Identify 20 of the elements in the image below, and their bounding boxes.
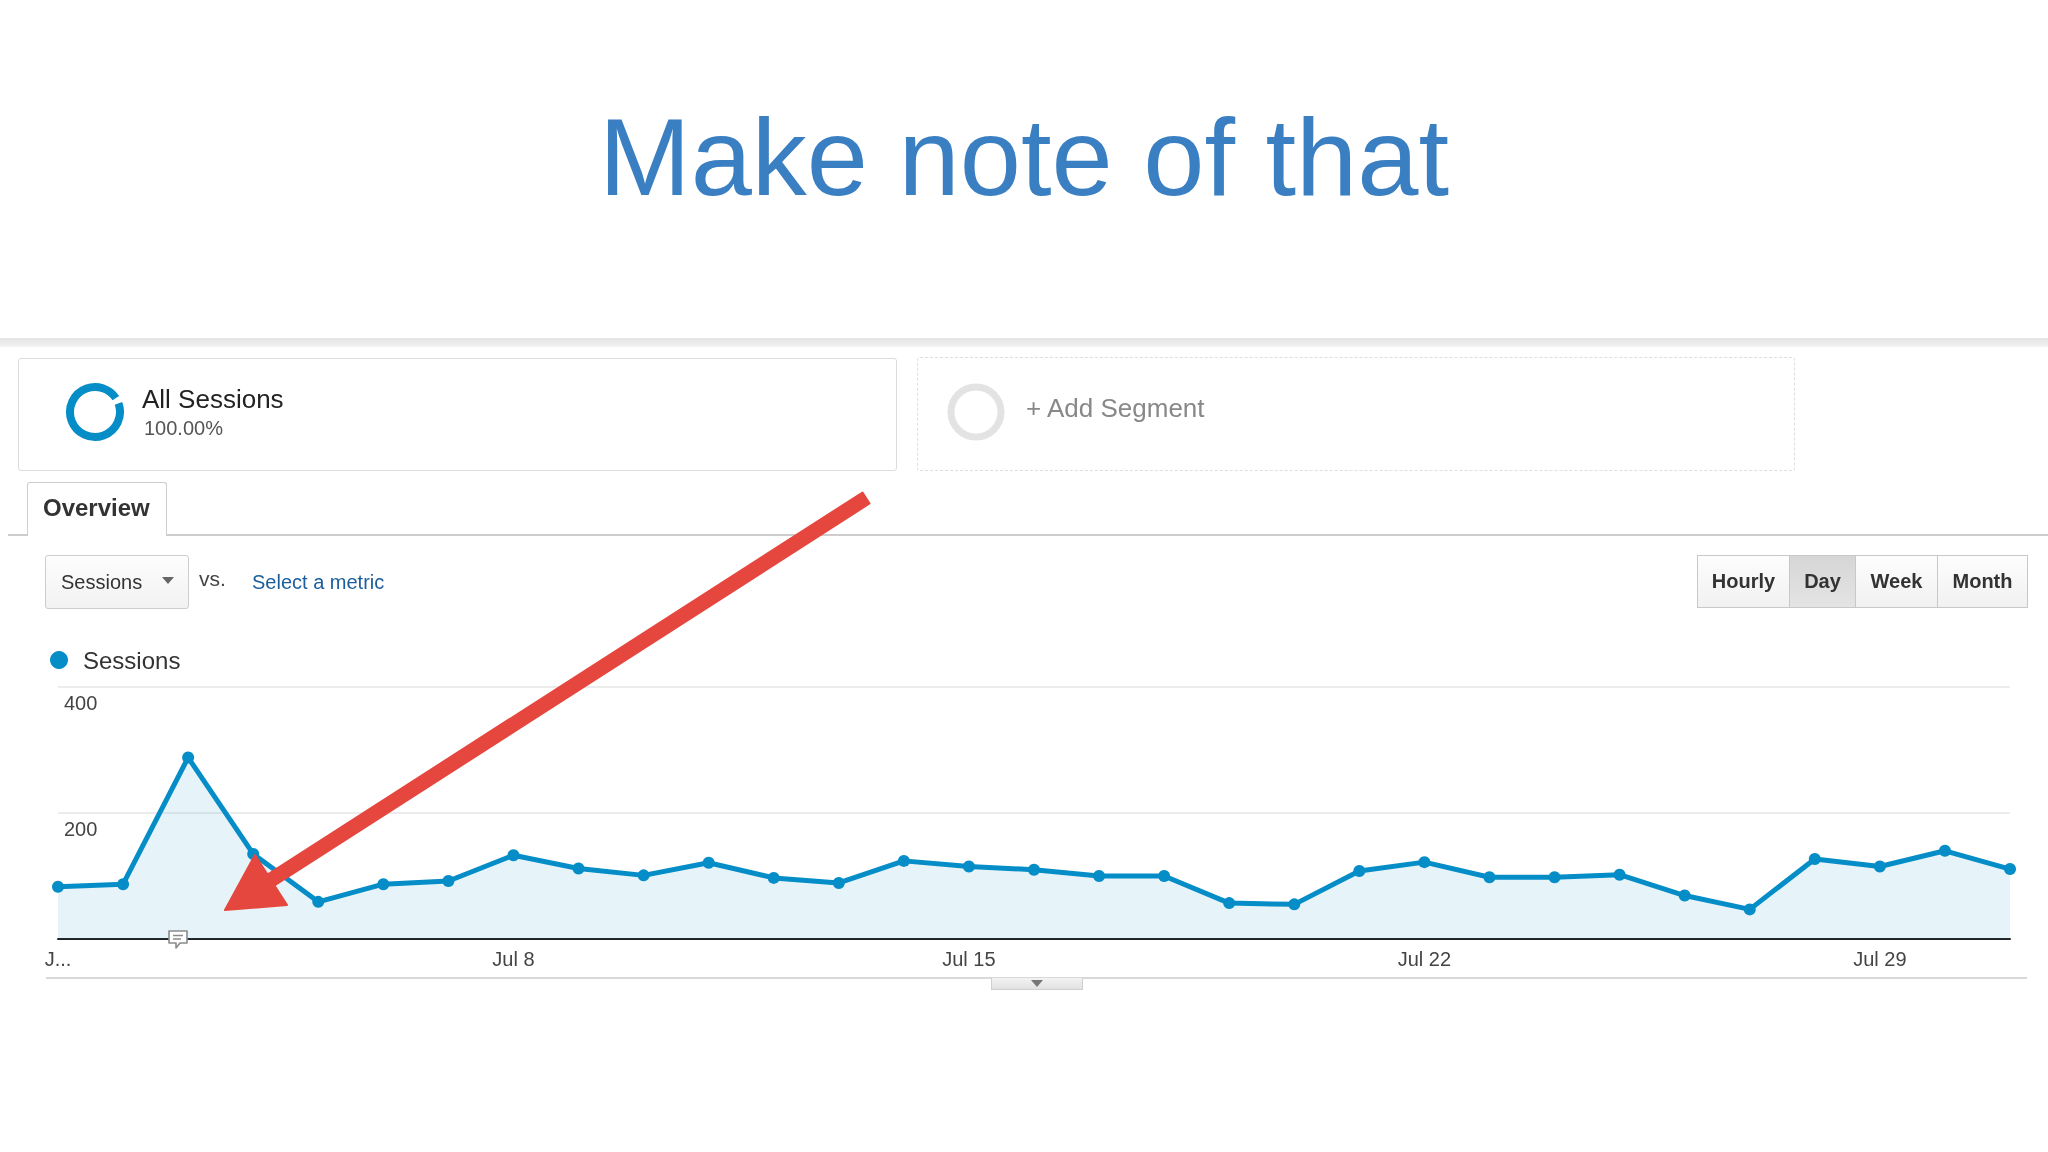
button: Month (1937, 555, 2028, 608)
button: Day (1789, 555, 1856, 608)
button: Week (1855, 555, 1938, 608)
chart-title: Make note of that (598, 94, 1450, 220)
text: 100.00% (144, 416, 223, 440)
x-tick-label: Jul 8 (492, 948, 535, 970)
x-tick-label: Jul 29 (1853, 948, 1907, 970)
text: All Sessions (142, 384, 284, 416)
text: Sessions (61, 570, 143, 594)
text: vs. (199, 566, 226, 592)
text: Overview (43, 493, 150, 523)
y-tick-label: 200 (64, 818, 98, 840)
text: + Add Segment (1026, 393, 1205, 425)
y-tick-label: 400 (64, 692, 98, 714)
x-tick-label: Jul 22 (1397, 948, 1452, 970)
x-tick-label: Jul 15 (942, 948, 996, 970)
button: Hourly (1697, 555, 1790, 608)
text: Select a metric (252, 570, 385, 594)
x-tick-label: J... (44, 948, 72, 970)
legend-label: Sessions (83, 646, 181, 674)
